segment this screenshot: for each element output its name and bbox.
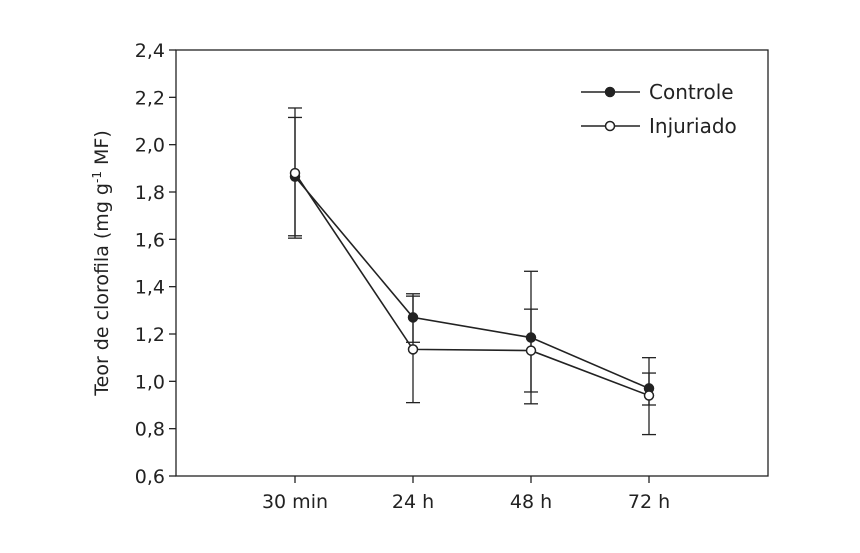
x-tick-label: 30 min: [262, 491, 328, 513]
y-axis-label-main: Teor de clorofila (mg g: [91, 183, 113, 397]
y-tick-label: 2,4: [135, 40, 165, 62]
series-injuriado: [288, 107, 656, 436]
y-tick-label: 2,2: [135, 87, 165, 109]
y-tick-label: 1,6: [135, 229, 165, 251]
y-axis-label-superscript: -1: [90, 171, 104, 183]
legend-label: Injuriado: [649, 114, 737, 138]
y-tick-label: 2,0: [135, 135, 165, 157]
legend-label: Controle: [649, 80, 734, 104]
y-tick-label: 1,4: [135, 277, 165, 299]
y-axis-label-suffix: MF): [91, 130, 113, 171]
y-tick-label: 0,6: [135, 466, 165, 488]
data-point: [643, 390, 655, 401]
y-axis-ticks: 0,6 0,8 1,0 1,2 1,4 1,6 1,8 2,0 2,2 2,4: [135, 40, 176, 488]
legend: Controle Injuriado: [581, 80, 737, 138]
plot-frame: [175, 49, 769, 477]
y-tick-label: 1,8: [135, 182, 165, 204]
y-tick-label: 0,8: [135, 419, 165, 441]
x-tick-label: 48 h: [510, 491, 552, 513]
x-axis-ticks: 30 min 24 h 48 h 72 h: [262, 476, 670, 513]
x-tick-label: 24 h: [392, 491, 434, 513]
data-point: [289, 167, 301, 179]
series-line: [294, 176, 650, 390]
legend-marker: [604, 120, 616, 132]
y-tick-label: 1,0: [135, 371, 165, 393]
y-axis-label: Teor de clorofila (mg g-1 MF): [90, 130, 113, 396]
data-point: [525, 345, 537, 356]
y-tick-label: 1,2: [135, 324, 165, 346]
series-line: [294, 172, 650, 397]
data-point: [407, 344, 419, 355]
legend-marker: [604, 86, 616, 98]
series-controle: [288, 116, 656, 406]
series-group: [288, 107, 656, 436]
x-tick-label: 72 h: [628, 491, 670, 513]
